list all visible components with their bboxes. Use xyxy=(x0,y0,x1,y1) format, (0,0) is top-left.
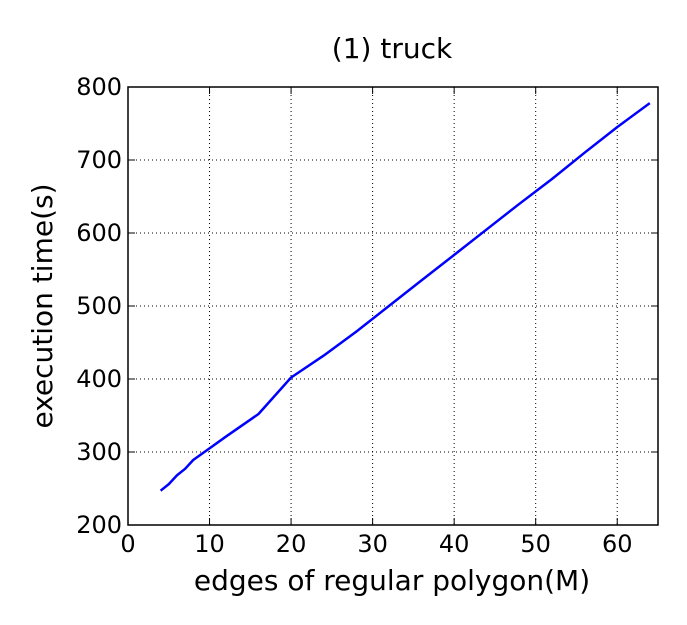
grid-lines xyxy=(127,86,658,526)
x-tick-label: 60 xyxy=(602,530,633,558)
x-tick-label: 50 xyxy=(520,530,551,558)
series-line xyxy=(159,102,651,492)
y-tick-label: 800 xyxy=(76,73,122,101)
chart-title: (1) truck xyxy=(332,32,453,65)
y-tick-label: 700 xyxy=(76,146,122,174)
y-tick-label: 300 xyxy=(76,438,122,466)
x-tick-label: 30 xyxy=(357,530,388,558)
ticks: 0 10 20 30 40 50 60 200 300 400 500 600 700 800 xyxy=(76,73,658,558)
x-axis-label: edges of regular polygon(M) xyxy=(194,564,590,597)
x-tick-label: 40 xyxy=(439,530,470,558)
y-tick-label: 400 xyxy=(76,365,122,393)
x-tick-label: 0 xyxy=(120,530,135,558)
x-tick-label: 10 xyxy=(194,530,225,558)
y-tick-label: 500 xyxy=(76,292,122,320)
x-tick-label: 20 xyxy=(276,530,307,558)
series-layer xyxy=(159,102,651,492)
y-tick-label: 200 xyxy=(76,511,122,539)
y-axis-label: execution time(s) xyxy=(26,183,59,428)
y-tick-label: 600 xyxy=(76,219,122,247)
